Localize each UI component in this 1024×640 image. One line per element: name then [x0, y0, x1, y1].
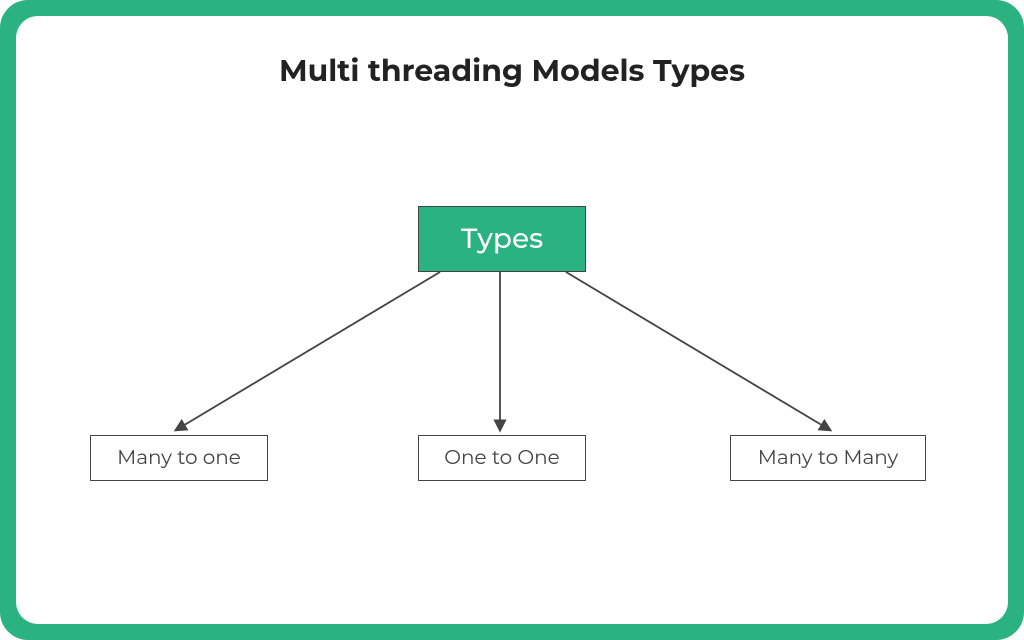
leaf-node-leaf3: Many to Many [730, 435, 926, 481]
leaf-node-leaf1: Many to one [90, 435, 268, 481]
root-node: Types [418, 206, 586, 272]
edge-arrow [566, 272, 830, 430]
edges-layer [16, 16, 1008, 624]
edge-arrow [176, 272, 440, 430]
node-label: Types [461, 222, 543, 256]
node-label: One to One [444, 446, 560, 470]
diagram-frame: Multi threading Models Types Types Many t… [0, 0, 1024, 640]
diagram-canvas: Multi threading Models Types Types Many t… [16, 16, 1008, 624]
leaf-node-leaf2: One to One [418, 435, 586, 481]
diagram-title: Multi threading Models Types [16, 52, 1008, 89]
node-label: Many to one [117, 446, 241, 470]
node-label: Many to Many [758, 446, 899, 470]
